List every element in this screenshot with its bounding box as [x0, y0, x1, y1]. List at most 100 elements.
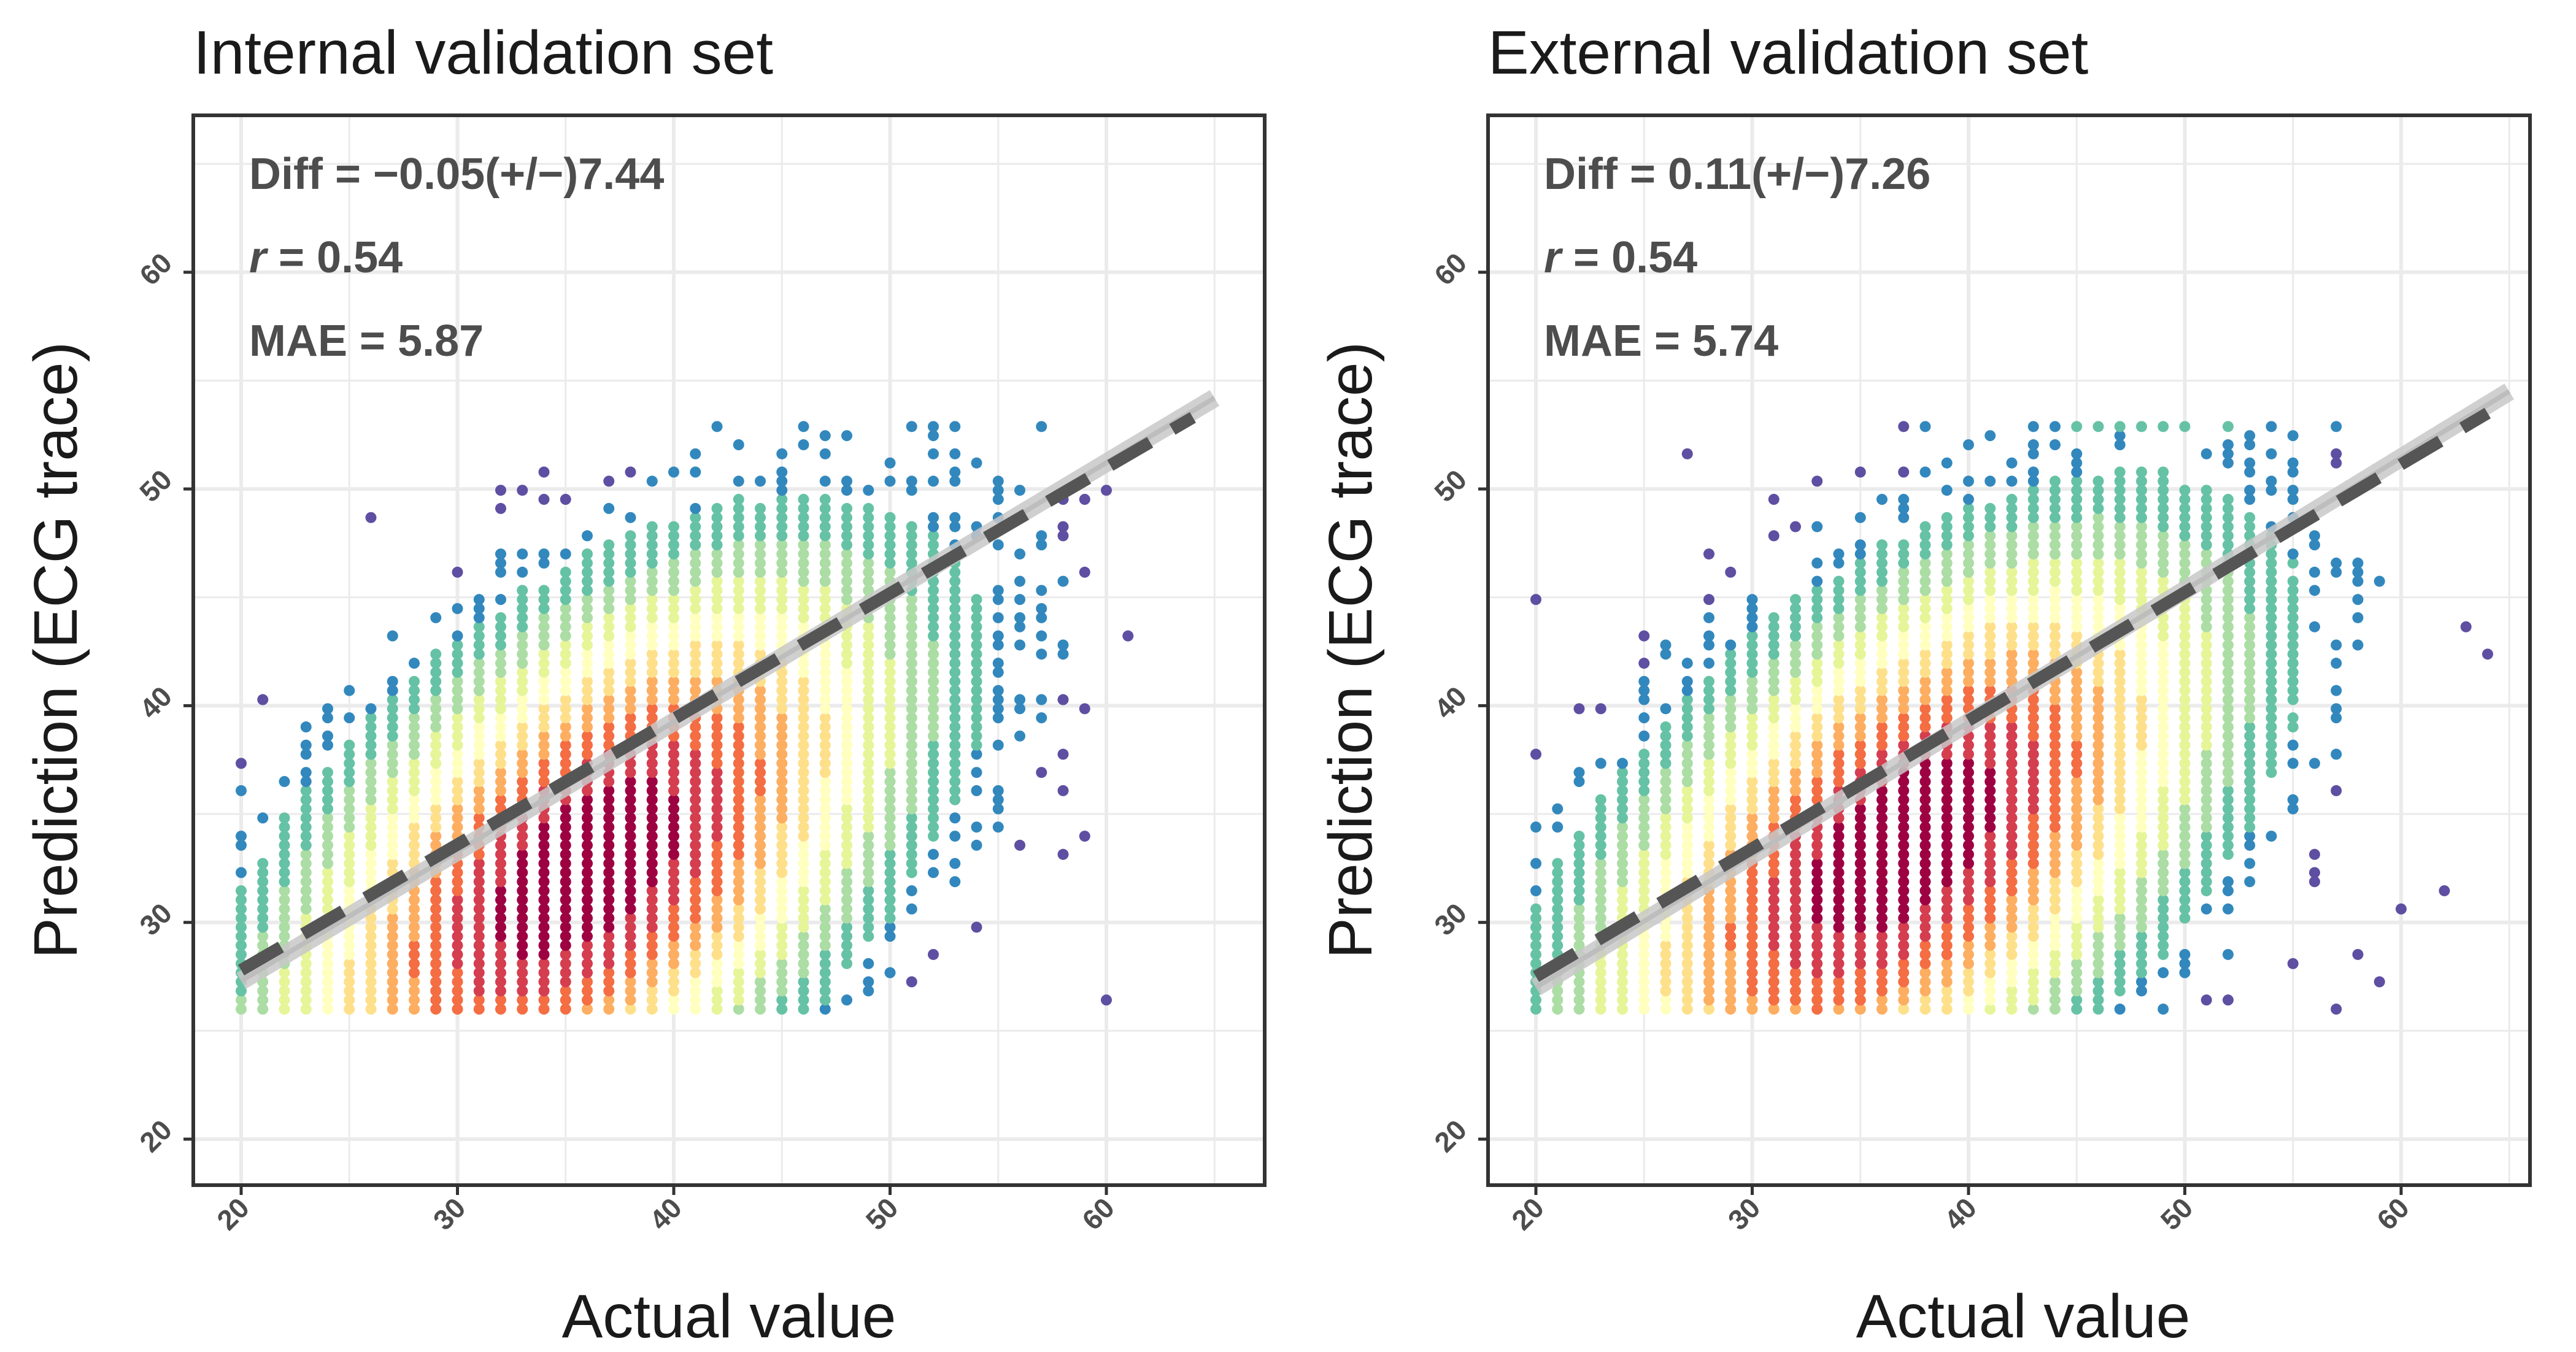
- data-point: [2158, 921, 2169, 933]
- data-point: [690, 603, 701, 615]
- data-point: [2027, 712, 2039, 724]
- data-point: [949, 475, 961, 487]
- data-point: [1552, 867, 1564, 878]
- data-point: [1530, 958, 1541, 969]
- data-point: [517, 921, 528, 933]
- data-point: [495, 639, 506, 651]
- data-point: [733, 603, 744, 615]
- data-point: [430, 940, 442, 951]
- data-point: [711, 585, 723, 596]
- data-point: [755, 967, 766, 978]
- data-point: [1963, 557, 1974, 569]
- data-point: [1703, 948, 1714, 960]
- data-point: [2179, 675, 2191, 687]
- data-point: [1833, 739, 1845, 751]
- data-point: [2136, 630, 2147, 642]
- data-point: [668, 803, 679, 815]
- data-point: [625, 994, 636, 1006]
- data-point: [819, 785, 831, 796]
- data-point: [2223, 948, 2234, 960]
- data-point: [863, 658, 874, 669]
- data-point: [517, 976, 528, 988]
- data-point: [603, 976, 615, 988]
- data-point: [906, 885, 917, 897]
- data-point: [1963, 648, 1974, 660]
- data-point: [582, 594, 593, 605]
- data-point: [906, 530, 917, 542]
- data-point: [322, 803, 333, 815]
- data-point: [1703, 831, 1714, 842]
- data-point: [992, 485, 1004, 496]
- data-point: [992, 630, 1004, 642]
- data-point: [1984, 1004, 1996, 1015]
- data-point: [1963, 894, 1974, 905]
- data-point: [906, 658, 917, 669]
- data-point: [1919, 594, 1931, 605]
- data-point: [2114, 494, 2126, 505]
- data-point: [1898, 867, 1910, 878]
- data-point: [971, 658, 982, 669]
- data-point: [625, 903, 636, 915]
- data-point: [560, 948, 571, 960]
- data-point: [1660, 967, 1672, 978]
- data-point: [517, 712, 528, 724]
- data-point: [2244, 430, 2256, 442]
- data-point: [798, 530, 809, 542]
- data-point: [949, 585, 961, 596]
- data-point: [452, 948, 463, 960]
- data-point: [300, 739, 312, 751]
- data-point: [2006, 776, 2018, 788]
- data-point: [1984, 612, 1996, 623]
- data-point: [1703, 967, 1714, 978]
- data-point: [1919, 848, 1931, 860]
- data-point: [1746, 976, 1758, 988]
- data-point: [798, 730, 809, 742]
- data-point: [2287, 658, 2299, 669]
- data-point: [1984, 894, 1996, 905]
- data-point: [2158, 539, 2169, 551]
- data-point: [582, 585, 593, 596]
- data-point: [1746, 821, 1758, 833]
- data-point: [819, 821, 831, 833]
- data-point: [1811, 712, 1823, 724]
- data-point: [1876, 985, 1888, 997]
- panel-border: [1486, 113, 2532, 1187]
- data-point: [603, 585, 615, 596]
- data-point: [452, 994, 463, 1006]
- data-point: [646, 648, 658, 660]
- data-point: [1898, 812, 1910, 824]
- data-point: [582, 666, 593, 678]
- data-point: [755, 940, 766, 951]
- data-point: [1833, 767, 1845, 778]
- data-point: [1898, 958, 1910, 969]
- data-point: [2114, 803, 2126, 815]
- data-point: [625, 721, 636, 733]
- data-point: [1898, 803, 1910, 815]
- data-point: [2006, 821, 2018, 833]
- data-point: [2114, 566, 2126, 578]
- data-point: [387, 821, 398, 833]
- data-point: [625, 703, 636, 715]
- data-point: [538, 821, 550, 833]
- data-point: [798, 948, 809, 960]
- data-point: [625, 685, 636, 696]
- data-point: [971, 712, 982, 724]
- data-point: [755, 612, 766, 623]
- data-point: [1530, 903, 1541, 915]
- data-point: [733, 921, 744, 933]
- data-point: [1573, 921, 1585, 933]
- data-point: [2050, 858, 2061, 869]
- data-point: [1963, 612, 1974, 623]
- data-point: [2158, 876, 2169, 888]
- data-point: [452, 785, 463, 796]
- data-point: [625, 976, 636, 988]
- data-point: [2158, 557, 2169, 569]
- data-point: [949, 739, 961, 751]
- data-point: [668, 948, 679, 960]
- data-point: [603, 958, 615, 969]
- data-point: [2006, 748, 2018, 760]
- data-point: [1681, 867, 1693, 878]
- data-point: [1660, 803, 1672, 815]
- data-point: [1660, 976, 1672, 988]
- data-point: [430, 748, 442, 760]
